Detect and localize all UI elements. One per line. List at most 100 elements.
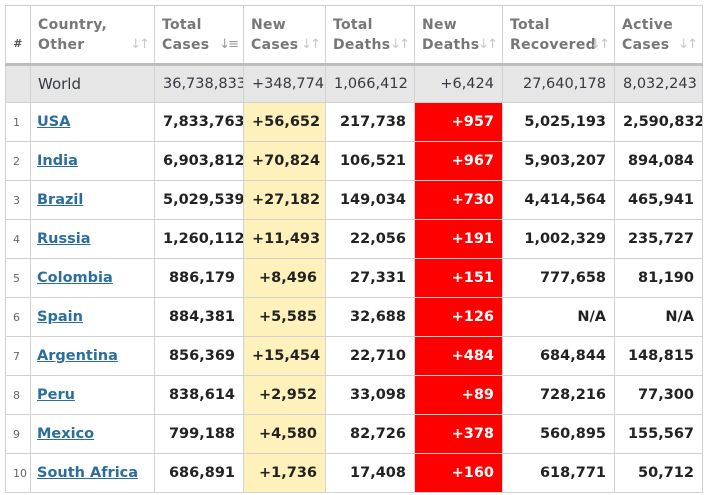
table-row: 2 India 6,903,812 +70,824 106,521 +967 5,903,2… <box>5 141 703 181</box>
country-cell: Argentina <box>30 336 155 376</box>
covid-stats-table: # Country, Other ↓↑ Total Cases ↓≡ New <box>5 5 703 493</box>
total-cases-cell: 5,029,539 <box>154 180 244 220</box>
active-cases-cell: 50,712 <box>614 453 703 493</box>
new-deaths-cell: +484 <box>414 336 503 376</box>
total-cases-cell: 799,188 <box>154 414 244 454</box>
table-row: 9 Mexico 799,188 +4,580 82,726 +378 560,895 155… <box>5 414 703 454</box>
total-recovered-cell: 777,658 <box>502 258 615 298</box>
country-link[interactable]: Colombia <box>37 270 113 286</box>
new-deaths-cell: +89 <box>414 375 503 415</box>
header-row: # Country, Other ↓↑ Total Cases ↓≡ New <box>5 5 703 66</box>
total-deaths-cell: 33,098 <box>325 375 415 415</box>
row-index: 3 <box>5 180 31 220</box>
country-cell: Peru <box>30 375 155 415</box>
new-cases-cell: +2,952 <box>243 375 326 415</box>
country-cell: Russia <box>30 219 155 259</box>
new-deaths-cell: +126 <box>414 297 503 337</box>
table-row: 4 Russia 1,260,112 +11,493 22,056 +191 1,002,3… <box>5 219 703 259</box>
table-row: 6 Spain 884,381 +5,585 32,688 +126 N/A N/A <box>5 297 703 337</box>
header-index[interactable]: # <box>5 5 31 66</box>
country-link[interactable]: Mexico <box>37 426 95 442</box>
row-index: 5 <box>5 258 31 298</box>
new-cases-cell: +70,824 <box>243 141 326 181</box>
country-link[interactable]: Argentina <box>37 348 118 364</box>
country-link[interactable]: Spain <box>37 309 83 325</box>
header-active-cases-line2: Cases <box>622 36 670 53</box>
header-new-deaths[interactable]: New Deaths ↓↑ <box>414 5 503 66</box>
country-cell: Mexico <box>30 414 155 454</box>
new-deaths-cell: +967 <box>414 141 503 181</box>
sort-desc-icon[interactable]: ↓≡ <box>219 37 239 52</box>
total-deaths-cell: 22,710 <box>325 336 415 376</box>
table-row: 7 Argentina 856,369 +15,454 22,710 +484 684,84… <box>5 336 703 376</box>
world-total-recovered: 27,640,178 <box>502 64 615 103</box>
total-recovered-cell: 4,414,564 <box>502 180 615 220</box>
active-cases-cell: 155,567 <box>614 414 703 454</box>
total-recovered-cell: 618,771 <box>502 453 615 493</box>
header-country-line1: Country, <box>38 16 108 33</box>
total-recovered-cell: 5,903,207 <box>502 141 615 181</box>
total-cases-cell: 6,903,812 <box>154 141 244 181</box>
sort-icon[interactable]: ↓↑ <box>390 37 410 52</box>
sort-icon[interactable]: ↓↑ <box>678 37 698 52</box>
header-total-cases-line1: Total <box>162 16 202 33</box>
header-index-label: # <box>13 36 23 50</box>
new-cases-cell: +1,736 <box>243 453 326 493</box>
world-label: World <box>30 64 155 103</box>
active-cases-cell: N/A <box>614 297 703 337</box>
total-recovered-cell: 728,216 <box>502 375 615 415</box>
sort-icon[interactable]: ↓↑ <box>590 37 610 52</box>
new-cases-cell: +4,580 <box>243 414 326 454</box>
active-cases-cell: 81,190 <box>614 258 703 298</box>
country-link[interactable]: South Africa <box>37 465 139 481</box>
table-row: 1 USA 7,833,763 +56,652 217,738 +957 5,025,193… <box>5 102 703 142</box>
header-new-cases[interactable]: New Cases ↓↑ <box>243 5 326 66</box>
country-link[interactable]: Russia <box>37 231 91 247</box>
country-link[interactable]: Peru <box>37 387 75 403</box>
header-total-recovered-line2: Recovered <box>510 36 596 53</box>
world-active-cases: 8,032,243 <box>614 64 703 103</box>
total-deaths-cell: 149,034 <box>325 180 415 220</box>
header-total-deaths[interactable]: Total Deaths ↓↑ <box>325 5 415 66</box>
new-deaths-cell: +160 <box>414 453 503 493</box>
world-total-cases: 36,738,833 <box>154 64 244 103</box>
total-cases-cell: 686,891 <box>154 453 244 493</box>
header-new-cases-line1: New <box>251 16 287 33</box>
new-cases-cell: +27,182 <box>243 180 326 220</box>
header-new-deaths-line1: New <box>422 16 458 33</box>
sort-icon[interactable]: ↓↑ <box>130 37 150 52</box>
new-deaths-cell: +730 <box>414 180 503 220</box>
world-index-cell <box>5 64 31 103</box>
header-total-deaths-line2: Deaths <box>333 36 391 53</box>
country-cell: USA <box>30 102 155 142</box>
active-cases-cell: 77,300 <box>614 375 703 415</box>
country-link[interactable]: India <box>37 153 78 169</box>
row-index: 1 <box>5 102 31 142</box>
total-recovered-cell: 5,025,193 <box>502 102 615 142</box>
total-recovered-cell: 560,895 <box>502 414 615 454</box>
header-new-cases-line2: Cases <box>251 36 299 53</box>
header-active-cases-line1: Active <box>622 16 674 33</box>
total-recovered-cell: N/A <box>502 297 615 337</box>
header-total-recovered-line1: Total <box>510 16 550 33</box>
total-deaths-cell: 217,738 <box>325 102 415 142</box>
new-deaths-cell: +378 <box>414 414 503 454</box>
header-active-cases[interactable]: Active Cases ↓↑ <box>614 5 703 66</box>
total-cases-cell: 884,381 <box>154 297 244 337</box>
world-new-cases: +348,774 <box>243 64 326 103</box>
sort-icon[interactable]: ↓↑ <box>301 37 321 52</box>
header-total-recovered[interactable]: Total Recovered ↓↑ <box>502 5 615 66</box>
sort-icon[interactable]: ↓↑ <box>478 37 498 52</box>
country-link[interactable]: Brazil <box>37 192 84 208</box>
new-deaths-cell: +151 <box>414 258 503 298</box>
total-deaths-cell: 106,521 <box>325 141 415 181</box>
total-cases-cell: 886,179 <box>154 258 244 298</box>
header-total-cases[interactable]: Total Cases ↓≡ <box>154 5 244 66</box>
header-country[interactable]: Country, Other ↓↑ <box>30 5 155 66</box>
row-index: 2 <box>5 141 31 181</box>
active-cases-cell: 894,084 <box>614 141 703 181</box>
country-link[interactable]: USA <box>37 114 71 130</box>
new-deaths-cell: +191 <box>414 219 503 259</box>
total-deaths-cell: 27,331 <box>325 258 415 298</box>
row-index: 9 <box>5 414 31 454</box>
